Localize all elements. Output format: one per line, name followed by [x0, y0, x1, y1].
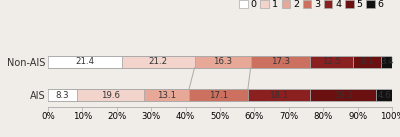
Legend: 0, 1, 2, 3, 4, 5, 6: 0, 1, 2, 3, 4, 5, 6 — [236, 0, 387, 13]
Text: 3.4: 3.4 — [380, 57, 394, 66]
Text: 18.1: 18.1 — [270, 91, 288, 100]
Bar — [144, 89, 189, 101]
Bar — [353, 56, 381, 68]
Text: 17.3: 17.3 — [271, 57, 290, 66]
Text: 8.1: 8.1 — [360, 57, 374, 66]
Text: 4.6: 4.6 — [377, 91, 391, 100]
Text: 13.1: 13.1 — [157, 91, 176, 100]
Bar — [194, 56, 251, 68]
Bar — [48, 56, 122, 68]
Text: 21.4: 21.4 — [75, 57, 94, 66]
Text: 19.2: 19.2 — [334, 91, 353, 100]
Bar — [122, 56, 194, 68]
Bar — [76, 89, 144, 101]
Bar — [251, 56, 310, 68]
Text: 17.1: 17.1 — [209, 91, 228, 100]
Text: 19.6: 19.6 — [101, 91, 120, 100]
Bar — [189, 89, 248, 101]
Bar — [376, 89, 392, 101]
Text: 21.2: 21.2 — [148, 57, 168, 66]
Text: 16.3: 16.3 — [213, 57, 232, 66]
Bar — [310, 56, 353, 68]
Bar — [248, 89, 310, 101]
Bar — [48, 89, 76, 101]
Text: 12.5: 12.5 — [322, 57, 341, 66]
Bar — [381, 56, 393, 68]
Text: 8.3: 8.3 — [56, 91, 69, 100]
Bar — [310, 89, 376, 101]
